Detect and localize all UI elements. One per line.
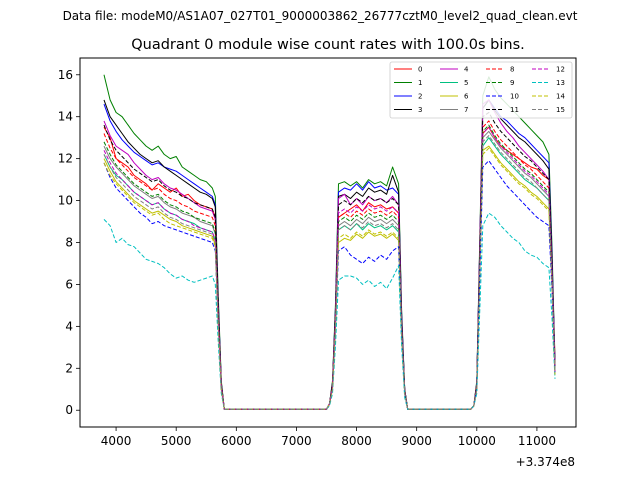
x-axis: 4000 5000 6000 7000 8000 9000 10000 11000	[101, 427, 556, 448]
series-line-11	[103, 112, 556, 410]
y-axis: 0 2 4 6 8 10 12 14 16	[58, 68, 80, 417]
legend-label-0: 0	[418, 66, 422, 74]
figure-suptitle: Data file: modeM0/AS1A07_027T01_90000038…	[63, 9, 578, 23]
series-line-15	[103, 135, 556, 410]
series-line-12	[103, 126, 556, 410]
series-line-3	[103, 99, 556, 410]
series-line-1	[103, 74, 556, 410]
x-tick-label: 4000	[101, 434, 132, 448]
legend-label-14: 14	[556, 93, 565, 101]
series-line-9	[103, 124, 556, 410]
series-line-8	[103, 120, 556, 410]
legend-label-13: 13	[556, 79, 565, 87]
legend-label-5: 5	[464, 79, 468, 87]
legend-label-9: 9	[510, 79, 514, 87]
legend-label-15: 15	[556, 106, 565, 114]
x-tick-label: 6000	[221, 434, 252, 448]
series-layer	[103, 74, 556, 410]
legend-label-11: 11	[510, 106, 519, 114]
legend-label-1: 1	[418, 79, 422, 87]
y-tick-label: 12	[58, 152, 73, 166]
legend-label-8: 8	[510, 66, 514, 74]
x-tick-label: 7000	[281, 434, 312, 448]
legend-label-10: 10	[510, 93, 519, 101]
x-tick-label: 9000	[401, 434, 432, 448]
series-line-10	[103, 160, 556, 410]
chart-title: Quadrant 0 module wise count rates with …	[131, 37, 525, 53]
y-tick-label: 16	[58, 68, 73, 82]
legend-frame	[389, 61, 573, 119]
y-tick-label: 10	[58, 194, 73, 208]
legend-label-2: 2	[418, 93, 422, 101]
x-tick-label: 8000	[341, 434, 372, 448]
x-axis-offset-label: +3.374e8	[516, 455, 575, 469]
x-tick-label: 5000	[161, 434, 192, 448]
legend-label-6: 6	[464, 93, 469, 101]
x-tick-label: 10000	[458, 434, 496, 448]
series-line-6	[103, 145, 556, 410]
series-line-7	[103, 130, 556, 410]
y-tick-label: 2	[65, 361, 73, 375]
y-tick-label: 14	[58, 110, 73, 124]
legend-label-12: 12	[556, 66, 565, 74]
series-line-2	[103, 99, 556, 410]
series-line-14	[103, 147, 556, 410]
y-tick-label: 0	[65, 403, 73, 417]
y-tick-label: 8	[65, 236, 73, 250]
legend-label-3: 3	[418, 106, 422, 114]
series-line-4	[103, 99, 556, 410]
legend-label-7: 7	[464, 106, 468, 114]
y-tick-label: 4	[65, 319, 73, 333]
series-line-13	[103, 212, 556, 410]
x-tick-label: 11000	[518, 434, 556, 448]
legend-label-4: 4	[464, 66, 469, 74]
series-line-5	[103, 137, 556, 410]
y-tick-label: 6	[65, 277, 73, 291]
